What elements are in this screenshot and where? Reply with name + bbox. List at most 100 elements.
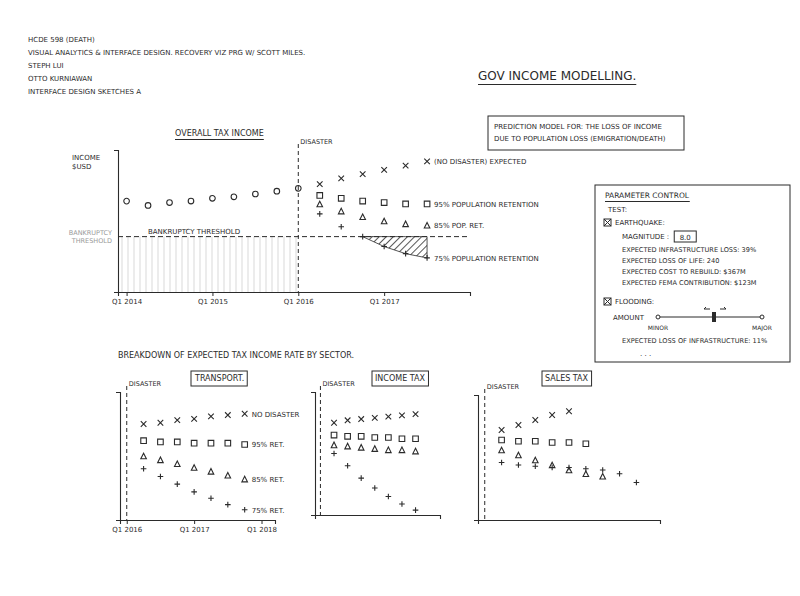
point — [345, 433, 351, 439]
slider[interactable] — [656, 307, 764, 322]
earthquake-stat: EXPECTED INFRASTRUCTURE LOSS: 39% — [622, 246, 756, 254]
point — [532, 438, 538, 444]
point — [516, 438, 522, 444]
checkbox[interactable] — [604, 219, 611, 226]
point — [372, 446, 378, 452]
note: STEPH LUI — [28, 62, 64, 70]
point — [225, 502, 231, 508]
y-axis-line — [311, 393, 316, 516]
point — [600, 473, 606, 479]
prediction-text: PREDICTION MODEL FOR: THE LOSS OF INCOME — [494, 123, 662, 131]
threshold-shade — [266, 237, 267, 292]
point — [583, 466, 589, 472]
checkbox-check[interactable] — [604, 298, 611, 305]
point — [360, 214, 366, 220]
x-tick-mark — [127, 292, 128, 296]
checkbox[interactable] — [604, 298, 611, 305]
disaster-line — [484, 389, 485, 520]
point — [360, 171, 366, 177]
y-axis — [114, 151, 119, 293]
point — [617, 471, 623, 477]
series — [499, 437, 589, 446]
point — [208, 469, 214, 475]
point — [191, 465, 197, 471]
magnitude-input[interactable] — [674, 231, 696, 242]
point — [386, 447, 392, 453]
earthquake-label: EARTHQUAKE: — [615, 219, 665, 227]
checkbox-frame[interactable] — [604, 219, 611, 226]
slider-track[interactable] — [658, 317, 762, 318]
point — [360, 198, 366, 204]
threshold-shade — [134, 237, 135, 292]
x-tick-label: Q1 2015 — [198, 298, 228, 306]
threshold-axis-label: BANKRUPTCYTHRESHOLD — [69, 229, 112, 245]
point — [372, 415, 378, 421]
x-tick-label: Q1 2016 — [284, 298, 315, 306]
slider-min-label: MINOR — [648, 324, 668, 331]
panel-frame — [595, 185, 790, 362]
note: OTTO KURNIAWAN — [28, 75, 92, 83]
magnitude-value: 8.0 — [680, 234, 691, 242]
chart-title-box — [372, 371, 428, 386]
chart-title-box — [542, 371, 592, 386]
checkbox-frame[interactable] — [604, 298, 611, 305]
point — [141, 421, 147, 427]
threshold-shade — [218, 237, 219, 292]
point — [253, 191, 259, 197]
threshold-shade — [146, 237, 147, 292]
series — [499, 460, 639, 486]
series — [317, 201, 430, 228]
threshold-label: BANKRUPTCY THRESHOLD — [148, 228, 240, 236]
x-tick-label: Q1 2016 — [112, 526, 143, 534]
point — [158, 420, 164, 426]
point — [566, 465, 572, 471]
point — [345, 417, 351, 423]
panel-title-underline — [605, 201, 690, 202]
point — [583, 471, 589, 477]
threshold-shade — [296, 237, 297, 292]
checkbox-check[interactable] — [604, 219, 611, 226]
point — [403, 201, 409, 207]
point — [358, 416, 364, 422]
threshold-shade — [260, 237, 261, 292]
point — [381, 167, 387, 173]
parameter-panel: PARAMETER CONTROLTEST:EARTHQUAKE:MAGNITU… — [595, 185, 790, 362]
point — [208, 414, 214, 420]
point — [338, 208, 344, 214]
point — [208, 440, 214, 446]
slider-knob[interactable] — [712, 312, 716, 322]
note: HCDE 598 (DEATH) — [28, 36, 95, 44]
point — [566, 408, 572, 414]
point — [242, 507, 248, 513]
threshold-shade — [128, 237, 129, 292]
point — [413, 436, 419, 442]
threshold-shade — [122, 237, 123, 292]
prediction-box: PREDICTION MODEL FOR: THE LOSS OF INCOME… — [488, 116, 684, 150]
x-tick: Q1 2015 — [198, 292, 228, 306]
series — [317, 193, 430, 207]
point — [381, 244, 387, 250]
series — [499, 408, 572, 432]
slider-end — [760, 315, 764, 319]
point — [167, 200, 173, 206]
earthquake-stat: EXPECTED COST TO REBUILD: $367M — [622, 268, 746, 276]
chart: INCOME TAXDISASTER — [311, 371, 441, 519]
disaster-line — [320, 386, 321, 515]
point — [403, 163, 409, 169]
point — [386, 414, 392, 420]
notes: HCDE 598 (DEATH)VISUAL ANALYTICS & INTER… — [28, 36, 305, 96]
series — [331, 451, 418, 513]
point — [124, 198, 130, 204]
x-tick: Q1 2018 — [247, 520, 277, 534]
series — [317, 159, 430, 187]
y-axis — [116, 393, 121, 521]
slider-max-label: MAJOR — [752, 324, 772, 332]
point — [174, 417, 180, 423]
threshold-shade — [224, 237, 225, 292]
threshold-shade — [158, 237, 159, 292]
chart-title: TRANSPORT. — [194, 374, 244, 383]
point — [331, 451, 337, 457]
more-indicator: . . . — [640, 350, 651, 358]
point — [208, 495, 214, 501]
point — [242, 476, 248, 482]
